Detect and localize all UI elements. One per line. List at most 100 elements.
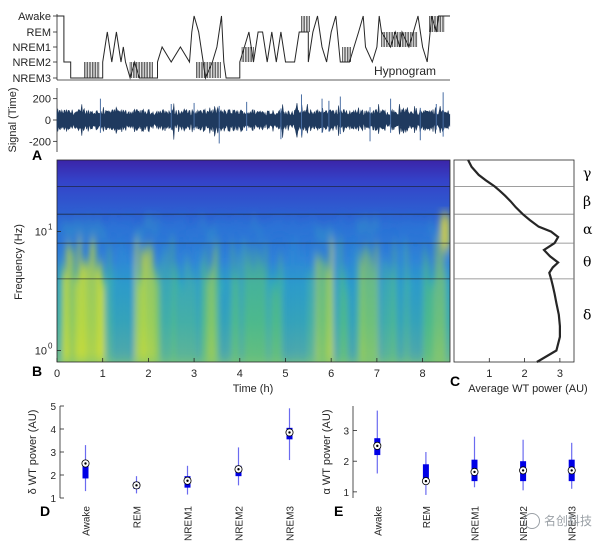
spectrogram-column (282, 289, 285, 362)
spectrogram-column (150, 247, 153, 362)
alpha-median-dot (424, 479, 428, 483)
spectrogram-alpha-cell (315, 225, 318, 238)
spectrogram-alpha-cell (63, 221, 66, 234)
band-label: α (583, 222, 593, 238)
average-power-curve (467, 159, 561, 363)
spectrogram-alpha-cell (120, 225, 123, 238)
spectrogram-column (369, 254, 372, 362)
spectrogram-alpha-cell (249, 226, 252, 239)
spectrogram-alpha-cell (132, 230, 135, 243)
spectrogram-column (360, 259, 363, 362)
spectrogram-alpha-cell (336, 221, 339, 234)
spectrogram-column (165, 249, 168, 362)
spectrogram-column (423, 247, 426, 362)
spectrogram-alpha-cell (432, 225, 435, 238)
spectrogram-alpha-cell (417, 220, 420, 233)
spectrogram-alpha-cell (129, 217, 132, 230)
spectrogram-column (177, 291, 180, 362)
spectrogram-column (264, 244, 267, 362)
alpha-ytick-label: 2 (343, 457, 349, 468)
delta-ytick-label: 4 (50, 425, 56, 436)
spectrogram-column (231, 243, 234, 362)
spectrogram-alpha-cell (258, 226, 261, 239)
spectrogram-alpha-cell (180, 220, 183, 233)
spectrogram-column (168, 272, 171, 362)
band-label: γ (583, 166, 591, 182)
spectrogram-alpha-cell (105, 228, 108, 241)
spectrogram-column (60, 259, 63, 362)
spectrogram-alpha-cell (294, 219, 297, 232)
spectrogram-column (447, 239, 450, 362)
spectrogram-alpha-cell (240, 226, 243, 239)
band-label: δ (583, 308, 591, 324)
spectrogram-alpha-cell (291, 218, 294, 231)
spectrogram-alpha-cell (72, 224, 75, 237)
spectrogram-alpha-cell (111, 217, 114, 230)
spectrogram-alpha-cell (351, 226, 354, 239)
spectrogram-column (90, 241, 93, 362)
spectrogram-alpha-cell (222, 217, 225, 230)
spectrogram-alpha-cell (174, 223, 177, 236)
spectrogram-alpha-cell (135, 229, 138, 242)
spectrogram-column (321, 258, 324, 362)
hypnogram-plot: Awake REM NREM1 NREM2 NREM3 Hypnogram (12, 11, 450, 85)
spectrogram-column (333, 246, 336, 362)
spectrogram-column (180, 287, 183, 362)
spectrogram-column (207, 277, 210, 362)
spectrogram-column (390, 271, 393, 362)
spectrogram-column (183, 252, 186, 362)
spectrogram-alpha-cell (90, 225, 93, 238)
spectrogram-column (144, 251, 147, 362)
delta-ylabel: δ WT power (AU) (27, 410, 39, 495)
delta-boxplot: 1 2 3 4 5 Awake REM NREM1 NREM2 NREM3 δ WT power … (27, 402, 297, 541)
spectrogram-alpha-cell (381, 217, 384, 230)
spectrogram-column (348, 242, 351, 362)
spectrogram-alpha-cell (114, 220, 117, 233)
spectrogram-alpha-cell (420, 222, 423, 235)
signal-trace (56, 103, 451, 140)
spectrogram-column (258, 255, 261, 362)
spectrogram-alpha-cell (108, 224, 111, 237)
alpha-ylabel: α WT power (AU) (321, 410, 333, 495)
spectrogram-column (135, 238, 138, 362)
spectrogram-column (378, 260, 381, 362)
spectrogram-alpha-cell (330, 227, 333, 240)
spectrogram-alpha-cell (378, 221, 381, 234)
spectrogram-column (255, 247, 258, 362)
spectrogram-column (234, 276, 237, 362)
spectrogram-alpha-cell (402, 219, 405, 232)
spectrogram-alpha-cell (384, 229, 387, 242)
spectrogram-column (288, 249, 291, 362)
spectrogram-alpha-cell (93, 225, 96, 238)
spectrogram-column (225, 257, 228, 362)
signal-ytick-label: 0 (45, 115, 51, 127)
spectrogram-column (105, 288, 108, 362)
delta-ytick-label: 1 (50, 494, 56, 505)
spectrogram-column (204, 247, 207, 362)
spectrogram-alpha-cell (435, 226, 438, 239)
spectrogram-column (342, 272, 345, 362)
spectrogram-alpha-cell (216, 218, 219, 231)
delta-box (82, 461, 89, 479)
spectrogram-alpha-cell (198, 230, 201, 243)
delta-category-label: NREM1 (184, 506, 195, 541)
spectrogram-alpha-cell (96, 218, 99, 231)
spectrogram-alpha-cell (306, 223, 309, 236)
spectrogram-alpha-cell (375, 218, 378, 231)
hypnogram-ylabel-nrem3: NREM3 (12, 73, 51, 85)
spectrogram-alpha-cell (141, 230, 144, 243)
delta-median-dot (135, 484, 138, 487)
delta-ytick-label: 2 (50, 471, 56, 482)
spectrogram-alpha-cell (369, 228, 372, 241)
signal-ytick-label: -200 (29, 136, 51, 148)
panel-letter-e: E (334, 503, 343, 519)
average-power-xtick-label: 1 (486, 368, 492, 380)
spectrogram-alpha-cell (156, 216, 159, 229)
spectrogram-column (108, 246, 111, 362)
spectrogram-alpha-cell (162, 220, 165, 233)
spectrogram-column (351, 256, 354, 362)
spectrogram-column (366, 246, 369, 362)
spectrogram-ytick-exponent: 0 (48, 341, 53, 350)
spectrogram-alpha-cell (339, 219, 342, 232)
spectrogram-alpha-cell (252, 216, 255, 229)
